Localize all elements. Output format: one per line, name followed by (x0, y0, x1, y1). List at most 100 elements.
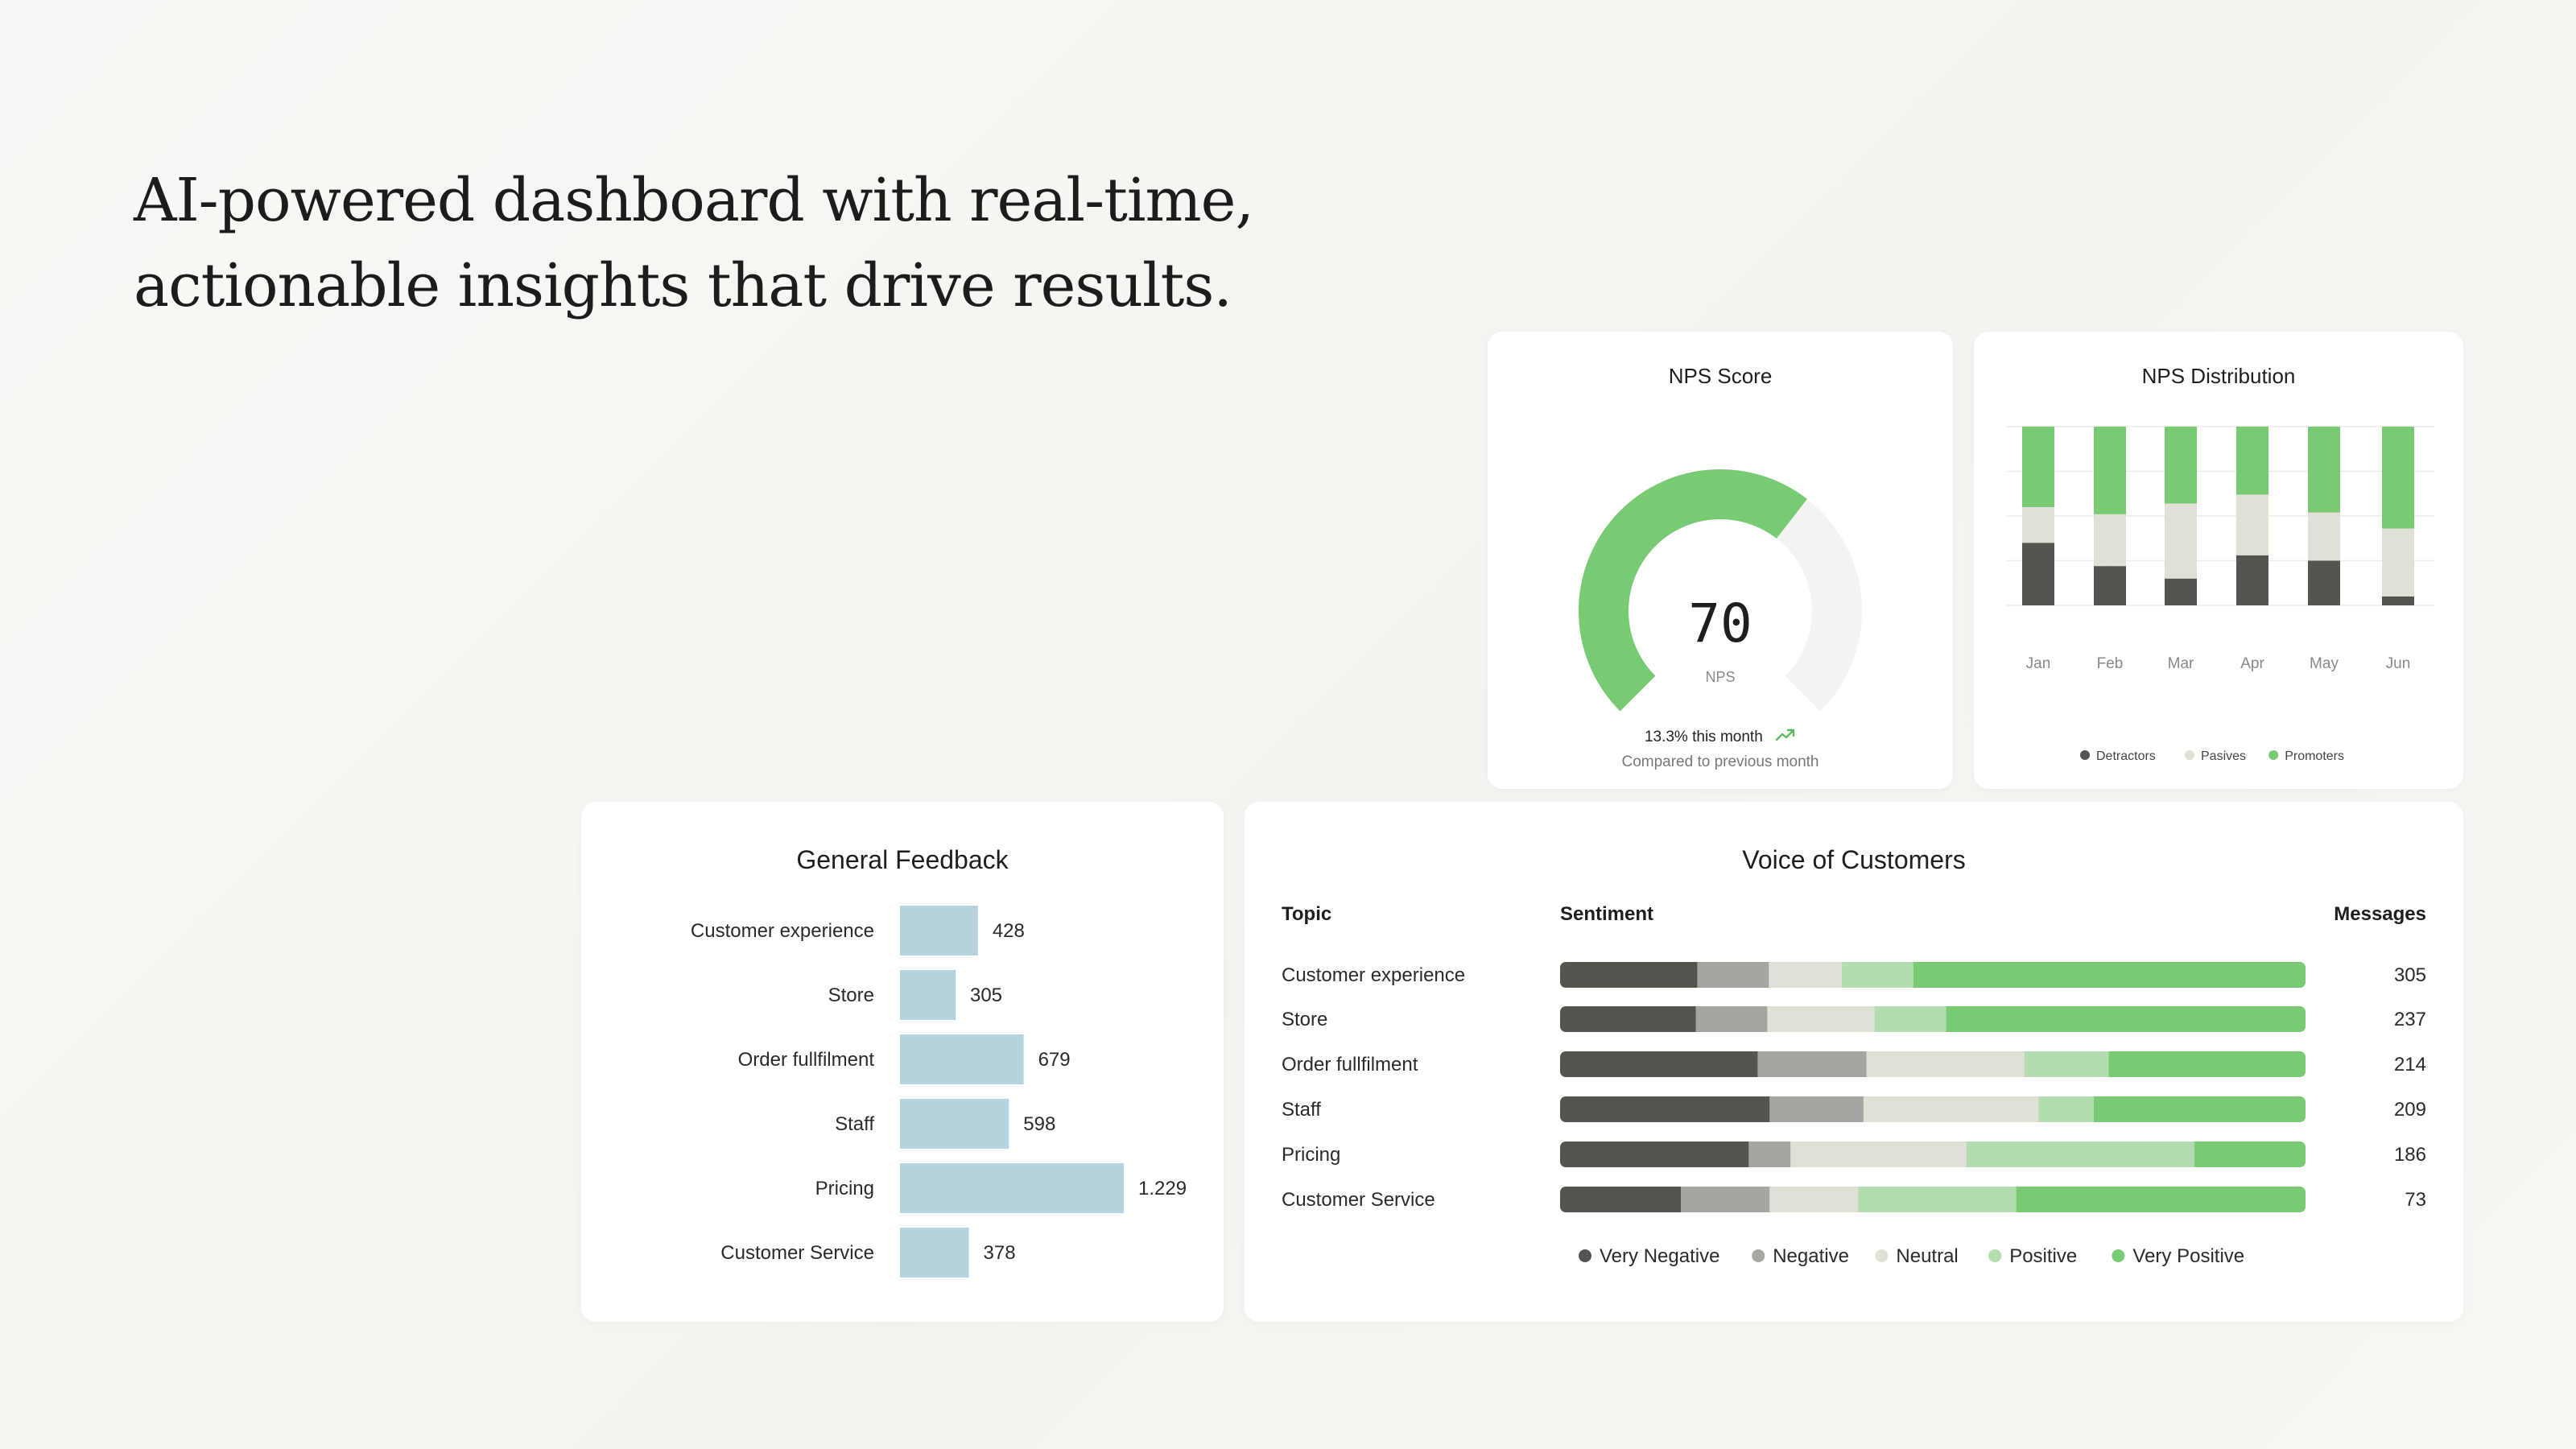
sentiment-bar (1560, 1051, 2306, 1077)
bar-segment-detractors (2094, 566, 2126, 605)
general-feedback-card: Customer experience 428 Store 305 Order full… (581, 802, 1224, 1322)
bar-segment-pasives (2165, 503, 2197, 579)
nps-value-label: NPS (1705, 669, 1735, 685)
sentiment-segment-neutral (1790, 1141, 1967, 1167)
headline-line-2: actionable insights that drive results. (134, 251, 1232, 320)
messages-count: 237 (2394, 1009, 2426, 1030)
topic-label: Order fullfilment (1282, 1054, 1418, 1075)
bar-segment-promoters (2236, 427, 2268, 495)
value-label: 598 (1023, 1113, 1055, 1135)
topic-label: Customer experience (1282, 964, 1465, 986)
sentiment-segment-very-negative (1560, 1051, 1758, 1077)
legend-label-promoters: Promoters (2285, 749, 2344, 763)
messages-count: 186 (2394, 1144, 2426, 1166)
sentiment-segment-very-negative (1560, 1141, 1749, 1167)
category-label: Pricing (815, 1178, 874, 1199)
feedback-bar (900, 970, 956, 1020)
legend-dot-very-positive (2112, 1249, 2125, 1262)
bar-segment-detractors (2308, 560, 2340, 605)
value-label: 428 (993, 920, 1025, 942)
sentiment-segment-very-positive (2108, 1051, 2306, 1077)
headline-line-1: AI-powered dashboard with real-time, (134, 166, 1254, 235)
legend-dot-very-negative (1579, 1249, 1591, 1262)
x-tick-label: May (2310, 655, 2339, 672)
value-label: 1.229 (1138, 1178, 1187, 1199)
sentiment-segment-positive (1874, 1006, 1947, 1032)
sentiment-segment-very-positive (2094, 1096, 2306, 1122)
feedback-bar (900, 1163, 1124, 1213)
feedback-bar (900, 906, 978, 956)
nps-value: 70 (1688, 592, 1752, 654)
bar-segment-promoters (2094, 427, 2126, 514)
nps-distribution-chart: Jan Feb Mar Apr May Jun Detractors Pasives Promo… (2006, 426, 2434, 763)
bar-segment-pasives (2022, 506, 2054, 543)
nps-score-title: NPS Score (1668, 364, 1773, 388)
topic-label: Staff (1282, 1099, 1321, 1121)
legend-dot-promoters (2268, 750, 2279, 760)
category-label: Customer Service (720, 1242, 874, 1264)
feedback-bar (900, 1228, 969, 1278)
bar-segment-promoters (2022, 427, 2054, 507)
nps-compare-text: Compared to previous month (1621, 753, 1819, 770)
sentiment-segment-negative (1748, 1141, 1791, 1167)
sentiment-bar (1560, 1096, 2306, 1122)
bar-segment-promoters (2165, 427, 2197, 504)
legend-label-neutral: Neutral (1896, 1245, 1958, 1267)
general-feedback-title: General Feedback (796, 845, 1009, 874)
legend-dot-neutral (1875, 1249, 1889, 1262)
sentiment-column-header: Sentiment (1560, 903, 1654, 925)
messages-count: 209 (2394, 1099, 2426, 1121)
topic-column-header: Topic (1282, 903, 1332, 925)
x-tick-label: Feb (2097, 655, 2124, 672)
headline: AI-powered dashboard with real-time, act… (134, 158, 1254, 328)
sentiment-segment-negative (1681, 1187, 1770, 1212)
gauge-fill (1579, 469, 1807, 712)
legend-dot-detractors (2080, 750, 2090, 760)
x-tick-label: Jan (2026, 655, 2051, 672)
sentiment-segment-positive (2024, 1051, 2110, 1077)
nps-trend: 13.3% this month (1488, 728, 1953, 747)
x-tick-label: Mar (2168, 655, 2194, 672)
general-feedback-chart: Customer experience 428 Store 305 Order full… (691, 906, 1187, 1278)
nps-trend-text: 13.3% this month (1644, 729, 1763, 746)
messages-count: 214 (2394, 1054, 2426, 1075)
messages-column-header: Messages (2334, 903, 2426, 925)
bar-segment-pasives (2236, 494, 2268, 555)
value-label: 305 (970, 985, 1002, 1006)
voice-of-customers-title: Voice of Customers (1742, 845, 1966, 874)
bar-segment-pasives (2094, 514, 2126, 567)
sentiment-segment-very-positive (1913, 962, 2306, 988)
bar-segment-detractors (2022, 543, 2054, 605)
nps-gauge: 70 NPS (1579, 469, 1862, 712)
sentiment-bar (1560, 1006, 2306, 1032)
legend-dot-pasives (2185, 750, 2194, 760)
sentiment-bar (1560, 1187, 2306, 1212)
sentiment-segment-neutral (1769, 1187, 1859, 1212)
sentiment-segment-negative (1697, 962, 1769, 988)
voice-of-customers-card: Customer experience 305 Store 237 Order full… (1245, 802, 2463, 1322)
bar-segment-promoters (2308, 427, 2340, 513)
category-label: Staff (835, 1113, 874, 1135)
sentiment-segment-very-positive (2194, 1141, 2306, 1167)
topic-label: Pricing (1282, 1144, 1340, 1166)
bar-segment-pasives (2308, 512, 2340, 561)
legend-label-negative: Negative (1773, 1245, 1849, 1267)
sentiment-segment-very-negative (1560, 1006, 1697, 1032)
value-label: 378 (984, 1242, 1016, 1264)
messages-count: 305 (2394, 964, 2426, 986)
feedback-bar (900, 1099, 1009, 1149)
legend-label-very-negative: Very Negative (1600, 1245, 1719, 1267)
sentiment-segment-very-negative (1560, 1187, 1682, 1212)
category-label: Order fullfilment (738, 1049, 875, 1071)
sentiment-segment-negative (1769, 1096, 1864, 1122)
sentiment-segment-negative (1695, 1006, 1768, 1032)
trending-up-icon (1775, 728, 1796, 747)
sentiment-segment-neutral (1863, 1096, 2039, 1122)
nps-score-card: NPS Score 70 NPS 13.3% this month Compar… (1488, 332, 1953, 789)
x-tick-label: Apr (2240, 655, 2264, 672)
bar-segment-promoters (2382, 427, 2414, 529)
feedback-bar (900, 1034, 1024, 1084)
sentiment-segment-very-negative (1560, 1096, 1770, 1122)
sentiment-segment-negative (1757, 1051, 1868, 1077)
category-label: Store (828, 985, 874, 1006)
